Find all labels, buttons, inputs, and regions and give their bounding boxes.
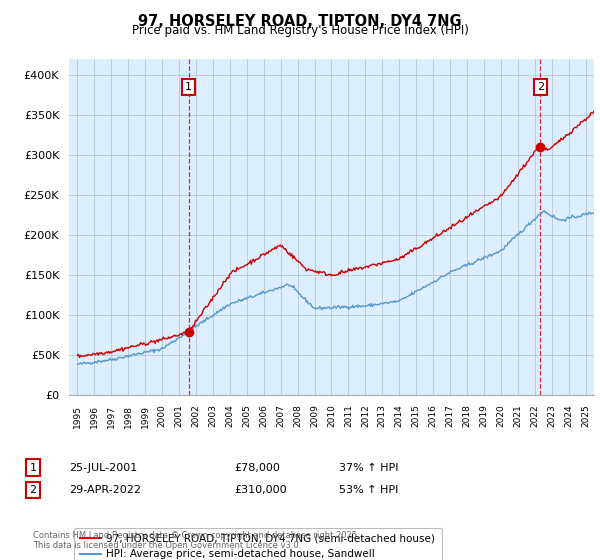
Text: 25-JUL-2001: 25-JUL-2001 [69, 463, 137, 473]
Text: 1: 1 [185, 82, 192, 92]
Text: 53% ↑ HPI: 53% ↑ HPI [339, 485, 398, 495]
Text: 2: 2 [537, 82, 544, 92]
Text: £78,000: £78,000 [234, 463, 280, 473]
Text: 29-APR-2022: 29-APR-2022 [69, 485, 141, 495]
Text: Contains HM Land Registry data © Crown copyright and database right 2025.
This d: Contains HM Land Registry data © Crown c… [33, 530, 359, 550]
Legend: 97, HORSELEY ROAD, TIPTON, DY4 7NG (semi-detached house), HPI: Average price, se: 97, HORSELEY ROAD, TIPTON, DY4 7NG (semi… [74, 528, 442, 560]
Text: 97, HORSELEY ROAD, TIPTON, DY4 7NG: 97, HORSELEY ROAD, TIPTON, DY4 7NG [138, 14, 462, 29]
Text: 37% ↑ HPI: 37% ↑ HPI [339, 463, 398, 473]
Text: Price paid vs. HM Land Registry's House Price Index (HPI): Price paid vs. HM Land Registry's House … [131, 24, 469, 37]
Text: 1: 1 [29, 463, 37, 473]
Text: 2: 2 [29, 485, 37, 495]
Text: £310,000: £310,000 [234, 485, 287, 495]
